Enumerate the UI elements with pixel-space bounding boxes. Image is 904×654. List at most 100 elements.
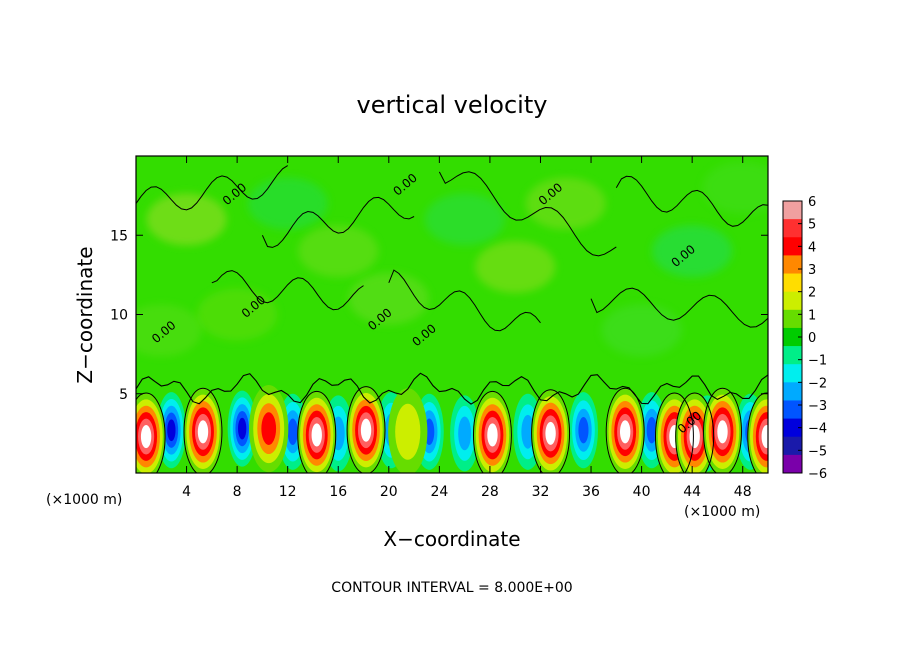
contour-line	[615, 175, 768, 227]
y-tick-label: 5	[119, 387, 128, 403]
x-tick-label: 36	[582, 484, 600, 500]
colorbar-segment	[783, 364, 802, 383]
x-tick-label: 8	[233, 484, 242, 500]
y-axis-ticks: 5 10 15	[110, 228, 768, 403]
updraft-cell	[717, 420, 728, 444]
updraft-contour	[183, 387, 223, 473]
chart-title: vertical velocity	[357, 91, 548, 119]
colorbar-segment	[783, 255, 802, 275]
x-axis-label: X−coordinate	[383, 527, 520, 551]
x-unit-label-right: (×1000 m)	[684, 504, 760, 520]
x-unit-label-left: (×1000 m)	[46, 492, 122, 508]
updraft-contour	[675, 392, 715, 473]
x-tick-label: 16	[329, 484, 347, 500]
colorbar-label: −3	[808, 399, 827, 414]
contour-lines	[136, 165, 768, 473]
updraft-cell	[487, 423, 498, 447]
contour-line	[211, 270, 364, 311]
updraft-contour	[747, 392, 768, 473]
colorbar-label: 0	[808, 331, 816, 346]
updraft-contour	[531, 389, 571, 473]
x-tick-label: 28	[481, 484, 499, 500]
zero-contour-line	[136, 372, 768, 405]
updraft-cell	[395, 403, 421, 460]
downdraft-cell	[238, 417, 247, 440]
texture-blob	[424, 193, 505, 246]
y-tick-label: 10	[110, 308, 128, 324]
updraft-cell	[311, 423, 322, 447]
colorbar-label: −6	[808, 467, 827, 482]
field-texture	[136, 161, 768, 357]
updraft-cell	[360, 418, 372, 442]
texture-blob	[601, 304, 682, 357]
colorbar-segment	[783, 418, 802, 438]
texture-blob	[197, 288, 278, 341]
colorbar-segment	[783, 219, 802, 238]
colorbar-segment	[783, 346, 802, 365]
texture-blob	[136, 304, 202, 357]
colorbar-segment	[783, 201, 802, 220]
x-tick-label: 40	[633, 484, 651, 500]
updraft-contour	[605, 387, 645, 473]
downdraft-cell	[578, 416, 589, 444]
updraft-cell	[140, 425, 152, 449]
colorbar-label: −1	[808, 354, 827, 369]
contour-interval-text: CONTOUR INTERVAL = 8.000E+00	[331, 580, 572, 596]
colorbar-label: −5	[808, 444, 827, 459]
updraft-cell	[689, 425, 700, 449]
x-tick-label: 48	[734, 484, 752, 500]
downdraft-cell	[646, 416, 657, 444]
downdraft-cell	[458, 416, 472, 451]
x-tick-label: 20	[380, 484, 398, 500]
colorbar-label: 3	[808, 263, 816, 278]
colorbar: 6 5 4 3 2 1 0 −1 −2 −3 −4 −5 −6	[782, 195, 827, 482]
colorbar-segment	[783, 309, 802, 329]
texture-blob	[348, 272, 429, 325]
colorbar-segment	[783, 273, 802, 293]
contour-line	[388, 269, 541, 332]
downdraft-cell	[167, 419, 176, 442]
colorbar-segment	[783, 327, 802, 347]
colorbar-segment	[783, 291, 802, 311]
texture-blob	[247, 177, 328, 230]
updraft-contour	[297, 390, 337, 473]
updraft-contour	[472, 390, 512, 473]
updraft-cell	[261, 412, 277, 445]
colorbar-segment	[783, 436, 802, 456]
texture-blob	[475, 240, 556, 293]
colorbar-label: 1	[808, 308, 816, 323]
colorbar-segment	[783, 382, 802, 401]
x-tick-label: 32	[532, 484, 550, 500]
convective-cells	[136, 385, 768, 473]
colorbar-label: 4	[808, 240, 816, 255]
colorbar-label: −4	[808, 422, 827, 437]
contour-line	[261, 196, 415, 248]
texture-blob	[146, 193, 227, 246]
colorbar-segment	[783, 454, 802, 474]
colorbar-label: 5	[808, 218, 816, 233]
x-tick-label: 44	[683, 484, 701, 500]
colorbar-label: −2	[808, 376, 827, 391]
colorbar-label: 2	[808, 286, 816, 301]
x-tick-label: 24	[430, 484, 448, 500]
updraft-cell	[545, 421, 556, 445]
texture-blob	[298, 225, 379, 278]
updraft-contour	[703, 387, 742, 473]
colorbar-segment	[783, 400, 802, 420]
contour-line	[136, 165, 288, 211]
downdraft-cell	[287, 418, 298, 446]
x-tick-label: 4	[182, 484, 191, 500]
x-axis-ticks: 4 8 12 16 20 24 28 32 36 40 44 48	[182, 156, 752, 500]
colorbar-label: 6	[808, 195, 816, 210]
contour-line	[438, 171, 617, 257]
x-tick-label: 12	[279, 484, 297, 500]
y-tick-label: 15	[110, 228, 128, 244]
y-axis-label: Z−coordinate	[73, 246, 97, 383]
contour-line	[590, 287, 768, 328]
downdraft-cell	[521, 414, 535, 449]
updraft-cell	[197, 420, 209, 444]
updraft-contour	[136, 392, 166, 473]
texture-blob	[652, 225, 733, 278]
